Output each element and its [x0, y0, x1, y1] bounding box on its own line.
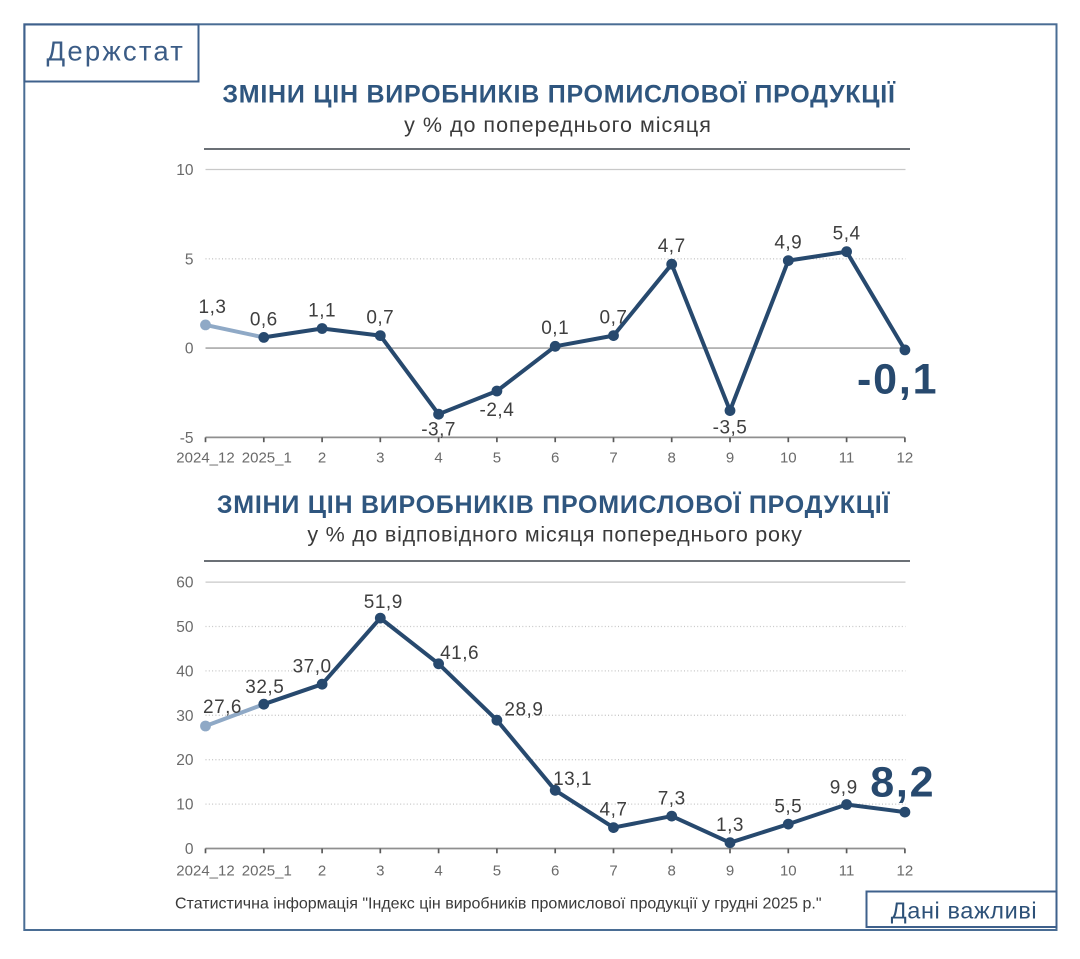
svg-text:9,9: 9,9 [830, 778, 858, 799]
svg-text:10: 10 [176, 162, 194, 179]
svg-text:4: 4 [434, 450, 442, 467]
svg-text:0,7: 0,7 [600, 308, 628, 329]
svg-text:5,4: 5,4 [833, 224, 861, 245]
svg-text:32,5: 32,5 [245, 677, 284, 698]
svg-text:50: 50 [176, 619, 194, 636]
svg-text:40: 40 [176, 663, 194, 680]
svg-text:6: 6 [551, 863, 559, 880]
svg-text:8,2: 8,2 [870, 758, 935, 806]
svg-text:8: 8 [668, 863, 676, 880]
svg-text:4,7: 4,7 [658, 236, 686, 257]
svg-text:2025_1: 2025_1 [242, 863, 292, 880]
svg-text:Дані важливі: Дані важливі [891, 898, 1037, 924]
svg-text:-3,7: -3,7 [421, 419, 456, 440]
svg-text:Держстат: Держстат [47, 36, 186, 67]
svg-text:Статистична інформація "Індекс: Статистична інформація "Індекс цін вироб… [175, 896, 822, 913]
svg-text:-0,1: -0,1 [857, 355, 938, 403]
svg-text:10: 10 [780, 863, 797, 880]
svg-text:11: 11 [839, 863, 855, 880]
svg-text:3: 3 [376, 863, 384, 880]
svg-text:4: 4 [434, 863, 442, 880]
svg-text:30: 30 [176, 708, 194, 725]
svg-text:6: 6 [551, 450, 559, 467]
svg-text:0: 0 [185, 341, 194, 358]
svg-text:5: 5 [493, 450, 501, 467]
svg-text:4,7: 4,7 [600, 800, 628, 821]
svg-text:-5: -5 [180, 430, 194, 447]
svg-text:10: 10 [176, 797, 194, 814]
svg-text:0,7: 0,7 [366, 308, 394, 329]
svg-text:12: 12 [897, 863, 914, 880]
svg-text:ЗМІНИ ЦІН ВИРОБНИКІВ ПРОМИСЛОВ: ЗМІНИ ЦІН ВИРОБНИКІВ ПРОМИСЛОВОЇ ПРОДУКЦ… [222, 81, 896, 109]
svg-text:ЗМІНИ ЦІН ВИРОБНИКІВ ПРОМИСЛОВ: ЗМІНИ ЦІН ВИРОБНИКІВ ПРОМИСЛОВОЇ ПРОДУКЦ… [217, 491, 891, 519]
svg-text:2: 2 [318, 863, 326, 880]
svg-text:11: 11 [839, 450, 855, 467]
svg-text:13,1: 13,1 [553, 769, 592, 790]
svg-text:4,9: 4,9 [774, 233, 802, 254]
svg-text:10: 10 [780, 450, 797, 467]
svg-text:9: 9 [726, 450, 734, 467]
svg-text:1,3: 1,3 [199, 297, 227, 318]
svg-text:37,0: 37,0 [293, 657, 332, 678]
svg-text:-3,5: -3,5 [713, 417, 748, 438]
svg-text:5: 5 [185, 251, 194, 268]
svg-text:28,9: 28,9 [504, 700, 543, 721]
svg-text:0,6: 0,6 [250, 309, 278, 330]
svg-text:27,6: 27,6 [203, 697, 242, 718]
svg-text:9: 9 [726, 863, 734, 880]
svg-text:8: 8 [668, 450, 676, 467]
svg-text:5: 5 [493, 863, 501, 880]
svg-text:2024_12: 2024_12 [176, 450, 234, 467]
svg-text:0: 0 [185, 841, 194, 858]
svg-text:2024_12: 2024_12 [176, 863, 234, 880]
svg-text:60: 60 [176, 575, 194, 592]
svg-text:у % до попереднього місяця: у % до попереднього місяця [404, 113, 712, 137]
svg-text:2025_1: 2025_1 [242, 450, 292, 467]
svg-text:-2,4: -2,4 [480, 400, 515, 421]
svg-text:7: 7 [609, 863, 617, 880]
svg-text:0,1: 0,1 [541, 318, 569, 339]
svg-text:2: 2 [318, 450, 326, 467]
svg-text:7,3: 7,3 [658, 789, 686, 810]
svg-text:1,1: 1,1 [308, 300, 336, 321]
svg-text:7: 7 [609, 450, 617, 467]
svg-text:12: 12 [897, 450, 914, 467]
svg-text:20: 20 [176, 752, 194, 769]
svg-text:у % до відповідного місяця поп: у % до відповідного місяця попереднього … [307, 523, 802, 547]
svg-text:51,9: 51,9 [364, 592, 403, 613]
svg-text:1,3: 1,3 [716, 815, 744, 836]
svg-text:41,6: 41,6 [440, 643, 479, 664]
svg-text:3: 3 [376, 450, 384, 467]
svg-text:5,5: 5,5 [774, 797, 802, 818]
